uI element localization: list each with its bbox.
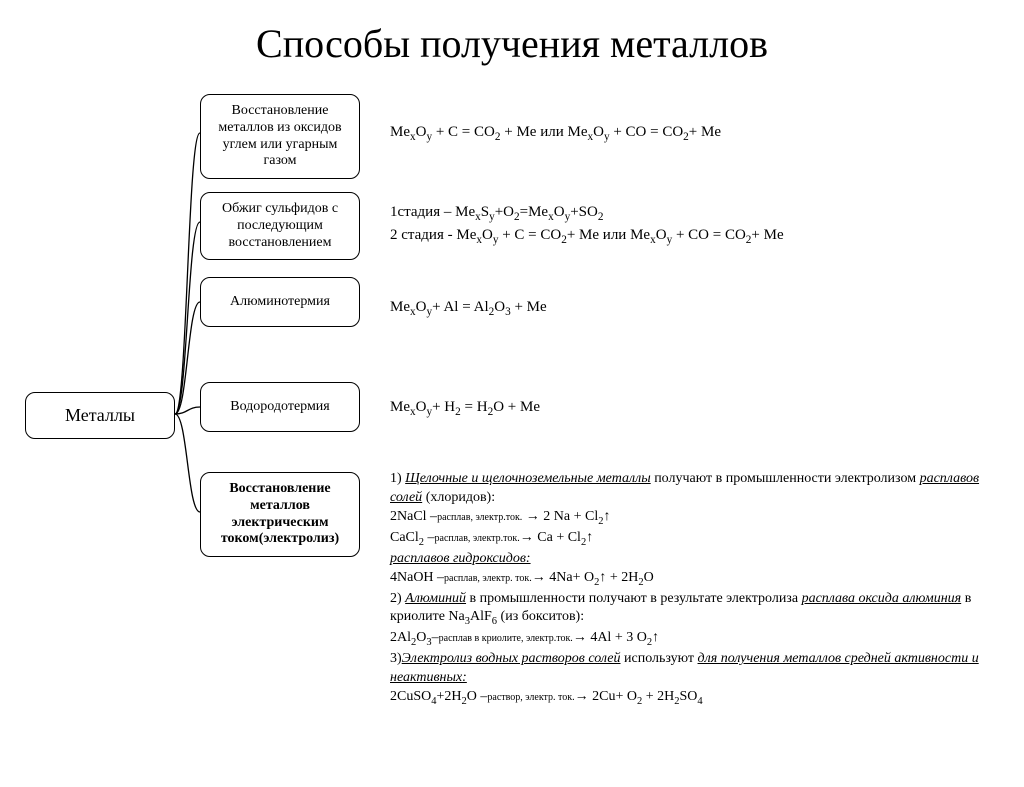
equation-block-4: 1) Щелочные и щелочноземельные металлы п…	[390, 470, 1000, 709]
method-box-0: Восстановление металлов из оксидов углем…	[200, 94, 360, 179]
connector-path	[175, 222, 200, 414]
equation-block-3: MexOy+ H2 = H2O + Me	[390, 397, 1000, 420]
equation-line: расплавов гидроксидов:	[390, 550, 1000, 569]
method-box-1: Обжиг сульфидов с последующим восстановл…	[200, 192, 360, 260]
equation-line: 2) Алюминий в промышленности получают в …	[390, 590, 1000, 630]
method-box-2: Алюминотермия	[200, 277, 360, 327]
equation-block-1: 1стадия – MexSy+O2=MexOy+SO22 стадия - M…	[390, 202, 1000, 248]
equation-line: 2Al2O3–расплав в криолите, электр.ток.→ …	[390, 629, 1000, 650]
equation-line: MexOy+ Al = Al2O3 + Me	[390, 297, 1000, 320]
connector-path	[175, 133, 200, 414]
equation-line: 2CuSO4+2H2O –раствор, электр. ток.→ 2Cu+…	[390, 688, 1000, 709]
diagram-container: Металлы Восстановление металлов из оксид…	[0, 72, 1024, 752]
equation-line: 3)Электролиз водных растворов солей испо…	[390, 650, 1000, 688]
connector-path	[175, 414, 200, 512]
equation-block-2: MexOy+ Al = Al2O3 + Me	[390, 297, 1000, 320]
equation-line: 4NaOH –расплав, электр. ток.→ 4Na+ O2↑ +…	[390, 569, 1000, 590]
equation-line: 2NaCl –расплав, электр.ток. → 2 Na + Cl2…	[390, 508, 1000, 529]
method-box-3: Водородотермия	[200, 382, 360, 432]
equation-line: CaCl2 –расплав, электр.ток.→ Ca + Cl2↑	[390, 529, 1000, 550]
equation-line: MexOy+ H2 = H2O + Me	[390, 397, 1000, 420]
equation-block-0: MexOy + C = CO2 + Me или MexOy + CO = CO…	[390, 122, 1000, 145]
method-box-4: Восстановление металлов электрическим то…	[200, 472, 360, 557]
equation-line: 1) Щелочные и щелочноземельные металлы п…	[390, 470, 1000, 508]
equation-line: 1стадия – MexSy+O2=MexOy+SO2	[390, 202, 1000, 225]
equation-line: MexOy + C = CO2 + Me или MexOy + CO = CO…	[390, 122, 1000, 145]
equation-line: 2 стадия - MexOy + C = CO2+ Me или MexOy…	[390, 225, 1000, 248]
page-title: Способы получения металлов	[0, 20, 1024, 67]
